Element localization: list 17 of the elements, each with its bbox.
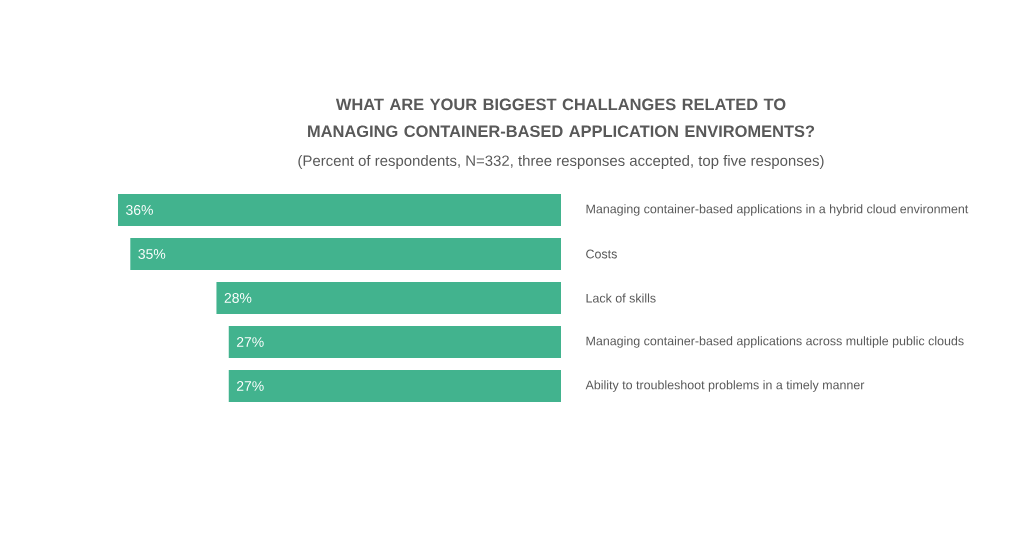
bar <box>228 369 561 402</box>
y-tick-label: Managing container-based applications in a hybrid cloud environment <box>586 204 969 216</box>
bar <box>130 237 561 270</box>
y-tick-label: Managing container-based applications across multiple public clouds <box>586 336 964 348</box>
chart-subtitle: (Percent of respondents, N=332, three responses accepted, top five responses) <box>298 155 824 169</box>
y-tick-label: Ability to troubleshoot problems in a timely manner <box>585 380 865 392</box>
bar <box>118 193 561 226</box>
y-tick-label: Lack of skills <box>586 293 656 303</box>
data-label: 36% <box>126 205 153 215</box>
data-label: 27% <box>236 337 264 347</box>
bar <box>228 325 561 358</box>
data-label: 27% <box>236 381 264 391</box>
bar <box>216 281 561 314</box>
data-label: 28% <box>224 293 252 303</box>
y-tick-label: Costs <box>586 249 617 259</box>
data-label: 35% <box>138 249 166 259</box>
chart-title: WHAT ARE YOUR BIGGEST CHALLANGES RELATED TO MANAGING CONTAINER-BASED APPLICATION ENVIROMENTS? <box>308 98 815 138</box>
